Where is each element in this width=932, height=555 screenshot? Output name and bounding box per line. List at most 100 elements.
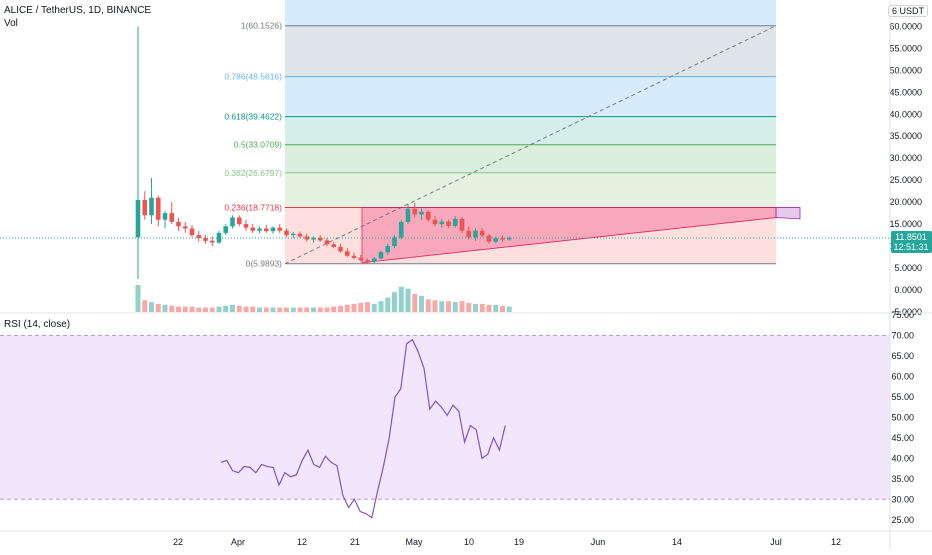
candle-body (311, 237, 316, 240)
fib-zone (285, 172, 776, 208)
candle-body (189, 228, 195, 236)
candle-body (351, 255, 357, 258)
candle-body (432, 219, 438, 225)
volume-bar (236, 305, 242, 312)
volume-bar (412, 294, 418, 312)
volume-bar (297, 307, 303, 312)
rsi-tick-label: 75.00 (891, 310, 914, 320)
chart-legend: ALICE / TetherUS, 1D, BINANCE Vol RSI (1… (4, 4, 152, 330)
candle-body (162, 213, 168, 220)
candle-body (270, 227, 276, 232)
fib-zone-top (285, 0, 776, 26)
candle-body (378, 252, 384, 259)
candle-body (149, 197, 154, 216)
candle-body (230, 217, 235, 227)
volume-bar (506, 306, 512, 312)
volume-bar (466, 303, 472, 312)
candle-body (317, 237, 323, 241)
volume-bar (432, 300, 438, 312)
volume-bar (398, 286, 404, 312)
volume-bar (230, 304, 235, 312)
volume-bar (351, 303, 357, 312)
volume-bar (486, 304, 492, 312)
candle-body (371, 258, 377, 262)
rsi-title[interactable]: RSI (14, close) (4, 319, 71, 330)
fib-level-label: 1(60.1526) (241, 21, 282, 31)
rsi-band (0, 335, 890, 500)
price-tick-label: 50.0000 (889, 65, 922, 75)
volume-bar (425, 299, 431, 312)
rsi-line (220, 338, 506, 519)
x-tick-label: Jul (770, 537, 782, 547)
volume-bar (257, 307, 262, 312)
last-price-badge (891, 230, 932, 253)
candle-body (196, 235, 202, 239)
x-tick-label: Jun (591, 537, 606, 547)
rsi-tick-label: 55.00 (891, 392, 914, 402)
candle-body (236, 217, 242, 225)
fib-level-label: 0(5.9893) (246, 259, 283, 269)
x-tick-label: 19 (514, 537, 524, 547)
x-tick-label: 22 (173, 537, 183, 547)
candle-body (365, 260, 370, 262)
candle-body (358, 257, 364, 261)
candle-body (344, 251, 350, 256)
candle-body (398, 221, 404, 238)
currency-label[interactable]: 6 USDT (887, 5, 928, 17)
fib-zone (285, 25, 776, 77)
volume-bar (331, 306, 337, 312)
candle-body (439, 221, 445, 225)
volume-bar (392, 292, 397, 312)
volume-bar (324, 307, 330, 312)
candle-body (392, 237, 397, 247)
candle-body (473, 230, 478, 238)
candle-body (412, 208, 418, 215)
volume-bar (162, 304, 168, 312)
candle-body (142, 199, 148, 216)
volume-bar (473, 303, 478, 312)
volume-bar (371, 303, 377, 312)
x-tick-label: 21 (350, 537, 360, 547)
candle-body (324, 240, 330, 245)
rsi-tick-label: 40.00 (891, 453, 914, 463)
volume-bar (243, 306, 249, 312)
symbol-title[interactable]: ALICE / TetherUS, 1D, BINANCE (4, 5, 152, 16)
x-tick-label: 14 (672, 537, 682, 547)
candle-body (176, 221, 181, 227)
volume-bar (344, 304, 350, 312)
candle-body (263, 228, 269, 232)
candle-body (446, 221, 451, 226)
rsi-tick-label: 50.00 (891, 412, 914, 422)
volume-bar (223, 305, 229, 312)
volume-bar (405, 288, 411, 312)
candle-body (257, 228, 262, 231)
price-tick-label: 30.0000 (889, 153, 922, 163)
volume-bar (277, 307, 283, 312)
price-tick-label: 35.0000 (889, 131, 922, 141)
volume-bar (250, 306, 256, 312)
candle-body (277, 227, 283, 231)
candle-body (452, 218, 458, 226)
x-tick-label: May (405, 537, 423, 547)
fib-zone (285, 207, 776, 264)
candle-body (419, 211, 424, 215)
volume-bar (419, 295, 424, 312)
x-tick-label: Apr (231, 537, 245, 547)
fib-zone (285, 76, 776, 117)
fib-level-label: 0.786(48.5616) (224, 72, 282, 82)
volume-bar (189, 306, 195, 312)
volume-bar (290, 307, 296, 312)
fib-level-label: 0.618(39.4622) (224, 112, 282, 122)
candle-body (243, 224, 249, 228)
price-tick-label: 40.0000 (889, 109, 922, 119)
triangle-extension (775, 207, 801, 220)
candle-body (297, 233, 303, 237)
candle-body (506, 237, 512, 240)
volume-label[interactable]: Vol (4, 18, 18, 29)
rsi-tick-label: 65.00 (891, 351, 914, 361)
volume-bar (338, 305, 343, 312)
x-tick-label: 12 (831, 537, 841, 547)
price-tick-label: 0.0000 (894, 285, 922, 295)
